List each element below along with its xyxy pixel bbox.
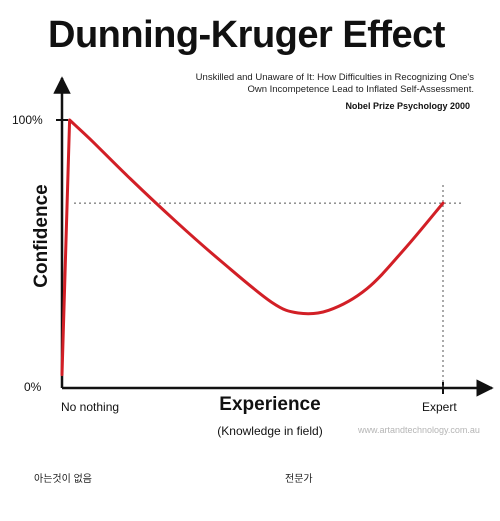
watermark-url: www.artandtechnology.com.au <box>358 425 480 435</box>
korean-label-no-knowledge: 아는것이 없음 <box>34 474 92 485</box>
x-tick-label-no-nothing: No nothing <box>61 400 120 414</box>
x-axis-label: Experience <box>219 394 321 415</box>
confidence-curve <box>60 118 445 377</box>
x-tick-label-expert: Expert <box>422 400 457 414</box>
y-tick-label-0: 0% <box>24 380 42 394</box>
chart-title: Dunning-Kruger Effect <box>48 14 445 56</box>
x-axis-sublabel: (Knowledge in field) <box>217 424 323 438</box>
y-axis-label: Confidence <box>31 184 52 288</box>
korean-label-expert: 전문가 <box>285 474 313 485</box>
chart-credit: Nobel Prize Psychology 2000 <box>345 101 470 111</box>
y-tick-label-100: 100% <box>12 113 43 127</box>
chart-subtitle: Unskilled and Unaware of It: How Difficu… <box>195 72 474 95</box>
